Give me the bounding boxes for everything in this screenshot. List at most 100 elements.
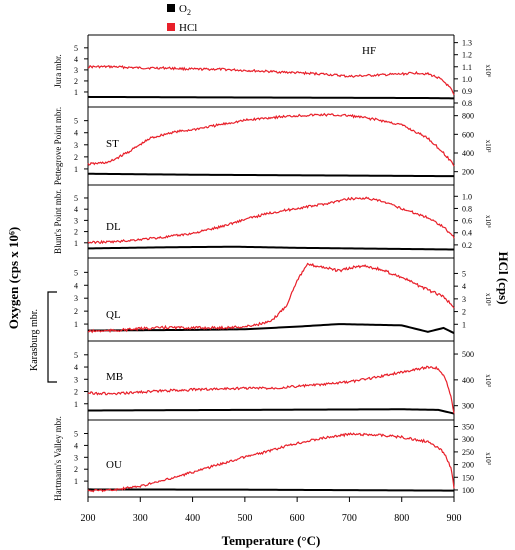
left-tick-label: 4 [74,281,78,290]
right-multiplier-label: x10³ [484,452,492,465]
left-tick-label: 3 [74,294,78,303]
o2-series-line [87,172,455,178]
right-tick-label: 3 [462,295,466,304]
o2-series-line [87,95,455,100]
panel-ql: 1 2 3 4 5 1 2 3 4 5 x10⁶ QL [74,257,492,341]
x-tick-label: 700 [342,513,357,524]
right-tick-label: 100 [462,486,474,495]
left-axis-title: Oxygen (cps x 10⁶) [6,227,21,329]
right-tick-label: 0.8 [462,204,472,213]
right-multiplier-label: x10³ [484,374,492,387]
hcl-series-line [87,64,455,96]
right-tick-label: 250 [462,448,474,457]
hcl-series-line [87,196,455,245]
left-tick-label: 4 [74,55,78,64]
right-multiplier-label: x10⁶ [484,65,492,79]
panel-ou: 1 2 3 4 5 100 150 200 250 300 350 x10³ Hartmann's Va… [53,416,492,501]
right-tick-label: 600 [462,130,474,139]
o2-series-line [87,245,455,251]
right-tick-label: 0.4 [462,229,472,238]
right-tick-label: 350 [462,423,474,432]
right-axis-title: HCl (cps) [496,251,511,304]
left-tick-label: 5 [74,430,78,439]
right-tick-label: 0.6 [462,217,472,226]
right-tick-label: 0.9 [462,87,472,96]
right-tick-label: 4 [462,282,466,291]
legend-label-hcl: HCl [179,22,197,34]
left-tick-label: 2 [74,388,78,397]
right-tick-label: 1.1 [462,63,472,72]
x-axis-title: Temperature (°C) [222,533,321,548]
o2-series-line [87,488,455,492]
x-tick-label: 800 [394,513,409,524]
hcl-series-line [87,432,455,493]
left-tick-label: 2 [74,307,78,316]
left-tick-label: 3 [74,216,78,225]
left-tick-label: 3 [74,141,78,150]
x-tick-label: 600 [290,513,305,524]
member-label: Pettegrove Point mbr. [53,107,63,185]
o2-series-line [87,408,455,415]
panel-st: 1 2 3 4 5 200 400 600 800 x10³ Pettegrove Point mb… [53,106,492,185]
member-label: Blunt's Point mbr. [53,189,63,254]
x-tick-label: 400 [185,513,200,524]
left-tick-label: 1 [74,165,78,174]
sample-label: HF [362,45,376,57]
right-tick-label: 150 [462,473,474,482]
sample-label: OU [106,459,122,471]
right-tick-label: 2 [462,308,466,317]
right-tick-label: 300 [462,402,474,411]
x-tick-label: 300 [133,513,148,524]
left-tick-label: 3 [74,66,78,75]
right-tick-label: 0.2 [462,241,472,250]
right-tick-label: 1.0 [462,75,472,84]
legend-label-o2: O2 [179,3,191,17]
right-tick-label: 200 [462,168,474,177]
left-tick-label: 5 [74,117,78,126]
left-tick-label: 1 [74,88,78,97]
karasburg-label: Karasburg mbr. [29,309,40,371]
right-tick-label: 500 [462,350,474,359]
x-tick-label: 500 [237,513,252,524]
sample-label: ST [106,138,119,150]
o2-series-line [87,323,455,335]
sample-label: MB [106,371,123,383]
x-tick-label: 200 [81,513,96,524]
left-tick-label: 1 [74,239,78,248]
left-tick-label: 1 [74,400,78,409]
right-multiplier-label: x10⁶ [484,215,492,229]
right-multiplier-label: x10⁶ [484,293,492,307]
right-tick-label: 400 [462,376,474,385]
right-tick-label: 5 [462,269,466,278]
right-tick-label: 400 [462,149,474,158]
legend: O2 HCl [167,3,197,34]
right-tick-label: 1.0 [462,192,472,201]
sample-label: QL [106,309,121,321]
left-tick-label: 2 [74,228,78,237]
left-tick-label: 5 [74,268,78,277]
x-tick-label: 900 [447,513,462,524]
left-tick-label: 4 [74,205,78,214]
left-tick-label: 3 [74,453,78,462]
member-label: Hartmann's Valley mbr. [53,416,63,501]
left-tick-label: 5 [74,44,78,53]
panel-dl: 1 2 3 4 5 0.2 0.4 0.6 0.8 1.0 x10⁶ Blunt's Point mb… [53,184,492,258]
hcl-series-line [87,365,455,414]
left-tick-label: 2 [74,77,78,86]
bracket-line [47,291,57,383]
right-multiplier-label: x10³ [484,140,492,153]
sample-label: DL [106,221,121,233]
member-label: Jura mbr. [53,54,63,88]
left-tick-label: 3 [74,375,78,384]
left-tick-label: 5 [74,194,78,203]
left-tick-label: 1 [74,477,78,486]
legend-swatch-hcl [167,23,175,31]
right-tick-label: 300 [462,435,474,444]
left-tick-label: 1 [74,320,78,329]
left-tick-label: 4 [74,363,78,372]
left-tick-label: 2 [74,465,78,474]
panel-mb: 1 2 3 4 5 300 400 500 x10³ MB [74,340,492,420]
right-tick-label: 1 [462,320,466,329]
left-tick-label: 4 [74,129,78,138]
